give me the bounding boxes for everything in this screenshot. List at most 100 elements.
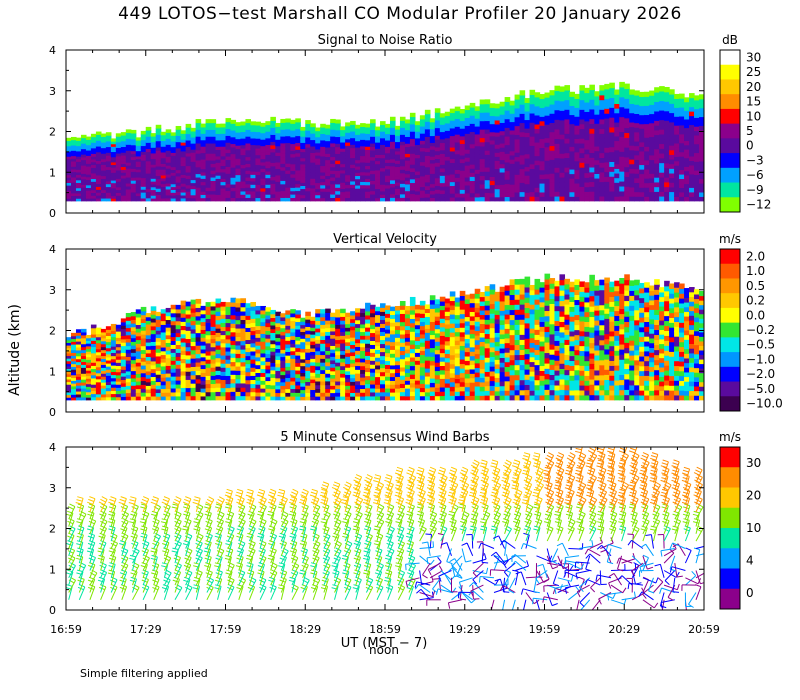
heatmap-cell	[484, 116, 491, 122]
heatmap-cell	[150, 192, 157, 196]
heatmap-cell	[409, 314, 416, 319]
heatmap-cell	[80, 343, 87, 348]
heatmap-cell	[529, 103, 536, 109]
heatmap-cell	[215, 165, 222, 170]
heatmap-cell	[170, 160, 177, 165]
heatmap-cell	[634, 104, 640, 110]
heatmap-cell	[424, 336, 431, 341]
heatmap-cell	[429, 180, 436, 185]
heatmap-cell	[375, 349, 381, 354]
heatmap-cell	[469, 143, 476, 149]
heatmap-cell	[155, 172, 162, 177]
heatmap-cell	[579, 157, 585, 163]
heatmap-cell	[170, 372, 177, 377]
heatmap-cell	[589, 118, 595, 124]
heatmap-cell	[310, 385, 316, 390]
heatmap-cell	[694, 99, 700, 105]
heatmap-cell	[624, 156, 630, 163]
heatmap-cell	[85, 345, 92, 350]
heatmap-cell	[459, 313, 466, 319]
heatmap-cell	[459, 331, 466, 337]
heatmap-cell	[185, 149, 192, 154]
heatmap-cell	[130, 180, 137, 184]
heatmap-cell	[95, 174, 102, 179]
heatmap-cell	[365, 159, 371, 163]
heatmap-cell	[454, 382, 461, 388]
heatmap-cell	[130, 165, 137, 169]
heatmap-cell	[504, 192, 511, 198]
heatmap-cell	[335, 177, 341, 182]
heatmap-cell	[519, 145, 526, 151]
heatmap-cell	[449, 135, 456, 140]
heatmap-cell	[220, 387, 227, 393]
heatmap-cell	[240, 141, 247, 146]
heatmap-cell	[200, 142, 207, 147]
heatmap-cell	[135, 388, 142, 393]
heatmap-cell	[75, 379, 82, 383]
heatmap-cell	[375, 157, 381, 162]
heatmap-cell	[270, 332, 276, 337]
heatmap-cell	[135, 182, 142, 186]
heatmap-cell	[315, 191, 321, 196]
heatmap-cell	[524, 98, 531, 103]
heatmap-cell	[509, 179, 516, 185]
heatmap-cell	[474, 188, 481, 194]
heatmap-cell	[170, 356, 177, 361]
heatmap-cell	[360, 361, 366, 367]
heatmap-cell	[205, 119, 212, 124]
heatmap-cell	[290, 309, 296, 314]
heatmap-cell	[699, 147, 704, 153]
heatmap-cell	[434, 324, 441, 330]
heatmap-cell	[275, 184, 281, 189]
heatmap-cell	[125, 171, 132, 175]
heatmap-cell	[614, 186, 620, 193]
heatmap-cell	[464, 165, 471, 170]
heatmap-cell	[474, 169, 481, 174]
heatmap-cell	[325, 357, 331, 363]
heatmap-cell	[105, 186, 112, 190]
heatmap-cell	[285, 156, 291, 161]
heatmap-cell	[95, 192, 102, 196]
heatmap-cell	[539, 160, 546, 166]
heatmap-cell	[654, 158, 660, 164]
heatmap-cell	[404, 388, 411, 393]
heatmap-cell	[409, 171, 416, 176]
heatmap-cell	[270, 158, 276, 163]
heatmap-cell	[579, 118, 585, 125]
heatmap-cell	[409, 296, 416, 302]
heatmap-cell	[634, 136, 640, 142]
heatmap-cell	[175, 166, 182, 171]
heatmap-cell	[66, 339, 72, 343]
heatmap-cell	[394, 341, 401, 346]
heatmap-cell	[355, 354, 361, 359]
heatmap-cell	[385, 313, 391, 318]
heatmap-cell	[105, 378, 112, 382]
heatmap-cell	[115, 183, 122, 188]
heatmap-cell	[355, 346, 361, 351]
heatmap-cell	[449, 147, 456, 152]
heatmap-cell	[200, 333, 207, 338]
heatmap-cell	[95, 327, 102, 332]
heatmap-cell	[434, 193, 441, 198]
heatmap-cell	[160, 192, 167, 196]
heatmap-cell	[559, 105, 566, 111]
heatmap-cell	[629, 94, 635, 100]
heatmap-cell	[230, 153, 237, 158]
heatmap-cell	[130, 159, 137, 163]
heatmap-cell	[160, 131, 167, 136]
heatmap-cell	[295, 156, 301, 161]
heatmap-cell	[120, 195, 127, 199]
heatmap-cell	[454, 340, 461, 345]
heatmap-cell	[444, 378, 451, 384]
heatmap-cell	[320, 184, 326, 189]
heatmap-cell	[220, 359, 227, 364]
heatmap-cell	[90, 384, 97, 388]
heatmap-cell	[389, 337, 396, 343]
heatmap-cell	[305, 126, 311, 131]
heatmap-cell	[85, 190, 92, 194]
heatmap-cell	[449, 173, 456, 179]
heatmap-cell	[225, 363, 232, 368]
heatmap-cell	[419, 379, 426, 384]
heatmap-cell	[160, 151, 167, 156]
heatmap-cell	[270, 369, 276, 375]
